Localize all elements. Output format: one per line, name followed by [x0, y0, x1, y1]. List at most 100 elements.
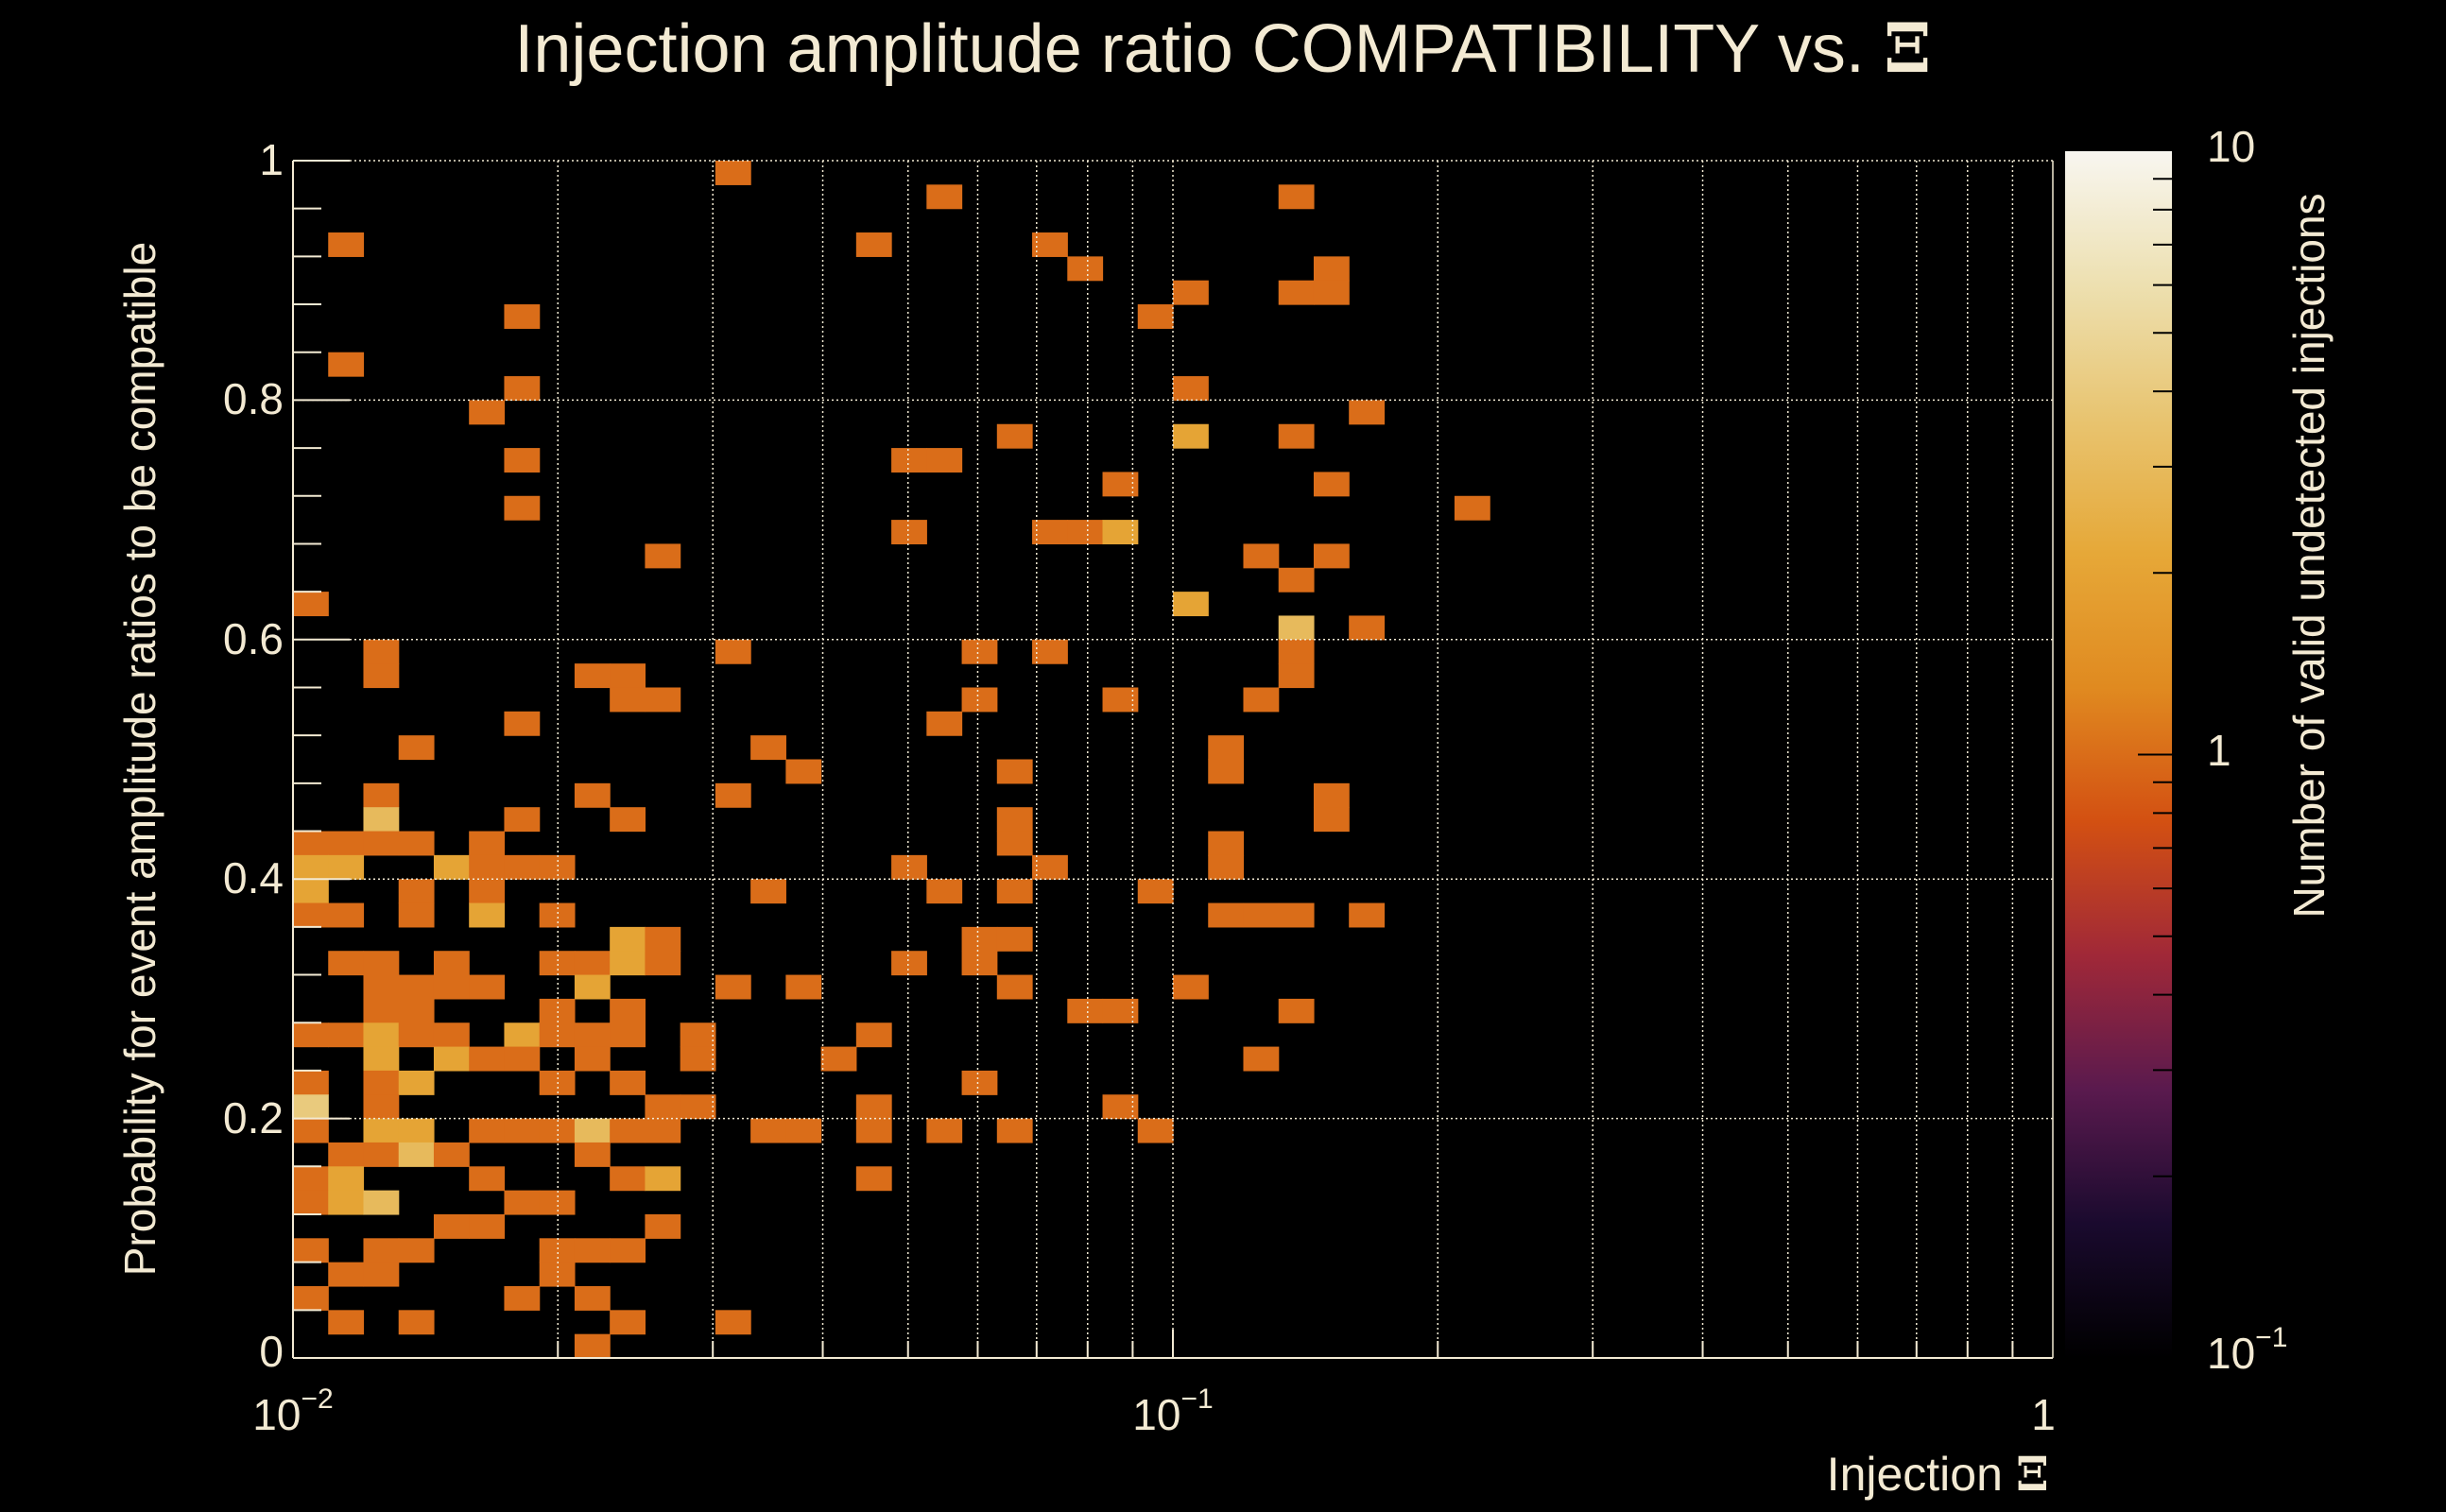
heatmap-cell	[926, 1118, 963, 1143]
tick-exponent: −1	[1180, 1383, 1214, 1415]
heatmap-cell	[469, 902, 506, 928]
heatmap-cell	[363, 951, 400, 976]
heatmap-cell	[1313, 256, 1350, 282]
heatmap-cell	[398, 1310, 435, 1335]
y-tick-label: 1	[259, 135, 284, 184]
x-tick-label: 1	[2031, 1389, 2056, 1440]
heatmap-cell	[1243, 1046, 1280, 1072]
heatmap-cell	[363, 998, 400, 1023]
heatmap-cell	[1313, 280, 1350, 305]
heatmap-cell	[504, 1022, 541, 1048]
heatmap-cell	[1032, 639, 1068, 664]
heatmap-cell	[293, 1166, 329, 1192]
heatmap-cell	[328, 951, 365, 976]
heatmap-cell	[1173, 974, 1209, 1000]
heatmap-cell	[785, 759, 822, 784]
heatmap-cell	[610, 1022, 646, 1048]
heatmap-cell	[1349, 400, 1386, 425]
heatmap-cell	[433, 1022, 470, 1048]
heatmap-cell	[610, 926, 646, 952]
heatmap-cell	[1067, 256, 1104, 282]
heatmap-cell	[610, 1118, 646, 1143]
heatmap-cell	[996, 831, 1033, 856]
heatmap-cell	[715, 782, 751, 808]
colorbar-tick-label: 10−1	[2207, 1322, 2287, 1379]
heatmap-cell	[1278, 998, 1315, 1023]
heatmap-cell	[504, 711, 541, 736]
heatmap-cell	[398, 1070, 435, 1095]
y-axis-label: Probability for event amplitude ratios t…	[115, 241, 164, 1277]
heatmap-cell	[574, 663, 611, 689]
heatmap-cell	[715, 161, 751, 185]
heatmap-cell	[1278, 615, 1315, 641]
heatmap-cell	[574, 782, 611, 808]
tick-base: 10	[2207, 122, 2256, 171]
heatmap-cell	[855, 1094, 892, 1120]
tick-base: 1	[2207, 725, 2231, 775]
heatmap-cell	[328, 1262, 365, 1287]
heatmap-cell	[363, 1190, 400, 1215]
heatmap-cell	[293, 902, 329, 928]
heatmap-cell	[610, 807, 646, 833]
heatmap-cell	[1067, 520, 1104, 545]
heatmap-cell	[1032, 232, 1068, 257]
heatmap-cell	[996, 1118, 1033, 1143]
title-symbol: Ξ	[1883, 8, 1932, 88]
y-tick-label: 0	[259, 1327, 284, 1376]
heatmap-cell	[715, 1310, 751, 1335]
heatmap-cell	[539, 902, 576, 928]
heatmap-cell	[574, 1118, 611, 1143]
heatmap-cell	[574, 1142, 611, 1167]
heatmap-cell	[1313, 543, 1350, 569]
heatmap-cell	[961, 687, 998, 713]
heatmap-cell	[1278, 902, 1315, 928]
heatmap-cell	[363, 1142, 400, 1167]
heatmap-cell	[469, 1166, 506, 1192]
heatmap-cell	[293, 1285, 329, 1311]
heatmap-cell	[645, 1118, 681, 1143]
heatmap-cell	[293, 1118, 329, 1143]
heatmap-cell	[855, 1118, 892, 1143]
heatmap-cell	[504, 448, 541, 473]
heatmap-cell	[504, 495, 541, 521]
x-label-symbol: Ξ	[2015, 1446, 2049, 1502]
heatmap-cell	[610, 998, 646, 1023]
chart-title: Injection amplitude ratio COMPATIBILITY …	[0, 8, 2446, 88]
heatmap-cell	[1349, 615, 1386, 641]
heatmap-cell	[363, 1238, 400, 1263]
heatmap-cell	[1208, 735, 1245, 761]
heatmap-cell	[363, 1118, 400, 1143]
y-tick-label: 0.8	[223, 374, 284, 424]
heatmap-cell	[996, 974, 1033, 1000]
heatmap-cell	[469, 1118, 506, 1143]
heatmap-cell	[1313, 472, 1350, 497]
heatmap-cell	[574, 1022, 611, 1048]
heatmap-cell	[610, 1238, 646, 1263]
heatmap-cell	[610, 951, 646, 976]
tick-base: 10	[2207, 1329, 2256, 1378]
heatmap-cell	[293, 1190, 329, 1215]
tick-exponent: −1	[2255, 1322, 2288, 1353]
colorbar-label: Number of valid undetected injections	[2284, 193, 2334, 919]
heatmap-cell	[363, 1046, 400, 1072]
heatmap-cell	[398, 902, 435, 928]
heatmap-cell	[574, 1046, 611, 1072]
heatmap-cell	[785, 1118, 822, 1143]
heatmap-cell	[433, 1046, 470, 1072]
heatmap-cell	[293, 879, 329, 904]
heatmap-cell	[504, 1285, 541, 1311]
heatmap-cell	[750, 1118, 786, 1143]
heatmap-cell	[1243, 687, 1280, 713]
heatmap-cell	[363, 974, 400, 1000]
heatmap-cell	[610, 1310, 646, 1335]
heatmap-cell	[328, 352, 365, 377]
heatmap-cell	[363, 1022, 400, 1048]
heatmap-cell	[398, 831, 435, 856]
title-text: Injection amplitude ratio COMPATIBILITY …	[514, 11, 1865, 87]
heatmap-cell	[469, 879, 506, 904]
heatmap-cell	[328, 854, 365, 880]
heatmap-cell	[293, 854, 329, 880]
y-tick-label: 0.2	[223, 1092, 284, 1143]
heatmap-cell	[1243, 902, 1280, 928]
heatmap-cell	[996, 926, 1033, 952]
